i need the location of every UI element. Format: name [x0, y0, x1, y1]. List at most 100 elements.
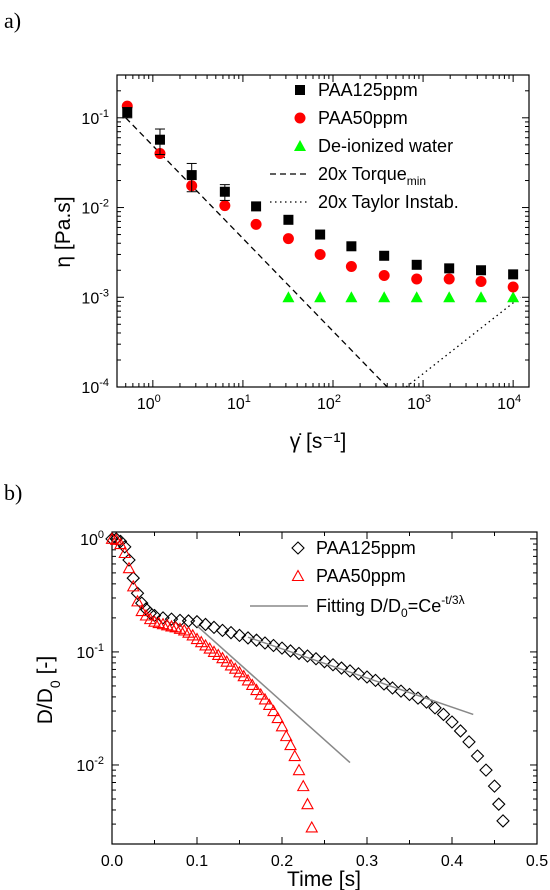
data-point-triangle [345, 291, 358, 303]
data-point-triangle-open [279, 729, 293, 742]
legend-marker-circle [294, 112, 306, 124]
data-point-square [508, 269, 519, 280]
y-tick-label-a: 10-2 [81, 198, 109, 218]
data-point-triangle [410, 291, 423, 303]
data-point-diamond-open [164, 612, 179, 626]
data-point-diamond-open [300, 649, 315, 663]
data-point-diamond-open [351, 667, 366, 681]
data-point-diamond-open [224, 625, 238, 640]
data-point-triangle-open [105, 532, 119, 544]
data-point-triangle-open [152, 616, 166, 629]
exponential-fit-line [196, 625, 351, 764]
data-point-square [186, 170, 197, 181]
data-point-diamond-open [479, 763, 493, 777]
data-point-triangle-open [245, 678, 259, 691]
x-tick-label-b: 0.5 [526, 853, 548, 870]
data-point-diamond-open [394, 684, 408, 698]
data-point-diamond-open [173, 613, 187, 628]
data-point-diamond-open [156, 611, 170, 625]
y-tick-label-a: 10-4 [81, 377, 109, 397]
x-tick-label-b: 0.4 [441, 853, 463, 870]
data-point-triangle-open [237, 669, 251, 682]
data-point-diamond-open [343, 664, 357, 678]
data-point-diamond-open [428, 701, 442, 715]
axis-ticks-a: 100 101 102 103 104 10-4 10-3 10-2 10-1 [81, 75, 529, 413]
data-point-triangle [507, 291, 520, 303]
data-point-diamond-open [275, 641, 289, 655]
data-point-square [219, 186, 230, 197]
data-point-diamond-open [462, 735, 476, 749]
data-point-triangle-open [131, 594, 144, 607]
data-point-triangle-open [114, 537, 127, 550]
data-point-circle [345, 261, 357, 273]
legend-label: 20x Torquemin [318, 164, 426, 188]
data-point-diamond-open [198, 617, 213, 632]
data-point-diamond-open [334, 661, 349, 675]
axis-ticks-b: 0.0 0.1 0.2 0.3 0.4 0.5 10-2 10-1 100 [76, 529, 548, 870]
data-point-triangle-open [262, 698, 276, 710]
data-point-diamond-open [134, 596, 149, 610]
data-point-triangle [282, 291, 295, 303]
data-point-diamond-open [470, 749, 485, 763]
data-point-diamond-open [360, 670, 374, 684]
data-point-triangle-open [216, 651, 229, 664]
data-marks-b [105, 532, 510, 833]
x-tick-label-a: 102 [317, 393, 341, 413]
data-point-circle [378, 269, 390, 281]
data-point-square [154, 134, 165, 145]
data-point-diamond-open [207, 620, 221, 635]
x-axis-title-a: γ̇ [s⁻¹] [290, 430, 347, 453]
data-point-triangle-open [165, 619, 178, 632]
legend-fit-label: Fitting D/D0=Ce-t/3λ [316, 593, 465, 620]
data-point-triangle-open [254, 687, 268, 700]
y-axis-title-b-main: D/D [34, 688, 57, 724]
x-tick-label-b: 0.2 [271, 853, 293, 870]
x-tick-label-a: 103 [407, 393, 431, 413]
data-point-diamond-open [190, 614, 204, 629]
panel-b-label: b) [4, 480, 22, 505]
data-point-diamond-open [215, 623, 230, 638]
data-point-triangle-open [135, 604, 149, 617]
data-point-triangle-open [109, 533, 123, 545]
data-point-triangle-open [305, 820, 319, 833]
y-axis-title-b: D/D0 [-] [34, 656, 63, 724]
data-point-square [122, 107, 133, 118]
legend-marker-triangle-open [291, 569, 305, 582]
data-point-triangle [475, 291, 488, 303]
data-point-diamond-open [496, 814, 510, 828]
data-point-circle [314, 248, 326, 260]
x-tick-label-a: 104 [497, 393, 521, 413]
data-point-circle [219, 200, 231, 212]
legend-a: PAA125ppm PAA50ppm De-ionized water 20x Tor… [270, 80, 459, 212]
data-point-triangle [314, 291, 327, 303]
data-point-circle [411, 273, 423, 285]
x-tick-label-a: 100 [137, 393, 161, 413]
data-point-triangle-open [122, 561, 136, 574]
data-point-square [346, 241, 357, 252]
data-point-diamond-open [445, 715, 459, 729]
data-point-triangle-open [296, 779, 310, 792]
data-point-triangle-open [292, 763, 306, 776]
data-point-diamond-open [453, 724, 468, 738]
x-tick-label-b: 0.3 [356, 853, 378, 870]
data-point-circle [507, 281, 519, 293]
data-point-triangle-open [288, 749, 302, 762]
data-point-diamond-open [292, 646, 306, 661]
data-point-circle [282, 233, 294, 245]
legend-label: PAA125ppm [316, 538, 416, 558]
y-tick-label-a: 10-1 [81, 108, 109, 128]
data-point-diamond-open [491, 797, 506, 811]
data-point-triangle [378, 291, 391, 303]
taylor-instability-line [405, 296, 521, 388]
y-axis-title-b-unit: [-] [34, 656, 57, 681]
data-point-circle [475, 275, 487, 287]
data-point-triangle-open [271, 711, 285, 724]
data-point-diamond-open [402, 687, 417, 702]
viscosity-chart: 100 101 102 103 104 10-4 10-3 10-2 10-1 PAA125pp… [52, 74, 530, 453]
legend-b: PAA125ppm PAA50ppm Fitting D/D0=Ce-t/3λ [250, 538, 465, 620]
legend-marker-triangle [294, 140, 306, 151]
data-point-triangle-open [275, 719, 289, 732]
data-point-triangle-open [241, 673, 255, 686]
